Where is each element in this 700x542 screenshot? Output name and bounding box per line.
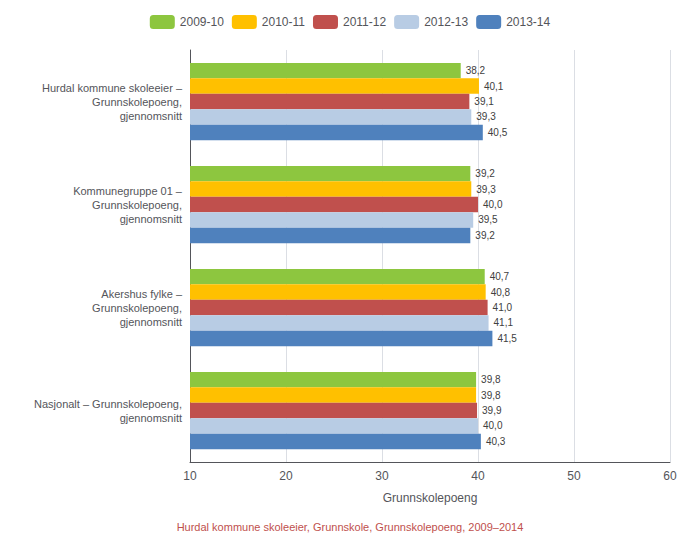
svg-text:39,3: 39,3 (476, 111, 496, 122)
svg-text:40,1: 40,1 (484, 81, 504, 92)
svg-text:39,1: 39,1 (474, 96, 494, 107)
svg-text:2012-13: 2012-13 (424, 15, 468, 29)
svg-text:2009-10: 2009-10 (180, 15, 224, 29)
svg-text:Kommunegruppe 01 –: Kommunegruppe 01 – (73, 185, 183, 197)
svg-text:39,2: 39,2 (475, 230, 495, 241)
svg-text:40,0: 40,0 (483, 199, 503, 210)
svg-text:30: 30 (375, 469, 389, 483)
svg-text:Grunnskolepoeng: Grunnskolepoeng (383, 491, 478, 505)
svg-text:Grunnskolepoeng,: Grunnskolepoeng, (92, 302, 182, 314)
svg-text:Grunnskolepoeng,: Grunnskolepoeng, (92, 96, 182, 108)
svg-text:Hurdal kommune skoleeier –: Hurdal kommune skoleeier – (42, 82, 183, 94)
svg-text:39,5: 39,5 (478, 214, 498, 225)
svg-text:10: 10 (183, 469, 197, 483)
svg-text:Hurdal kommune skoleeier, Grun: Hurdal kommune skoleeier, Grunnskole, Gr… (177, 521, 524, 533)
svg-text:40,0: 40,0 (483, 420, 503, 431)
svg-text:40,7: 40,7 (490, 271, 510, 282)
svg-text:41,5: 41,5 (497, 333, 517, 344)
svg-text:39,3: 39,3 (476, 184, 496, 195)
svg-text:20: 20 (279, 469, 293, 483)
svg-text:Grunnskolepoeng,: Grunnskolepoeng, (92, 199, 182, 211)
svg-text:50: 50 (567, 469, 581, 483)
svg-text:41,0: 41,0 (493, 302, 513, 313)
svg-text:39,8: 39,8 (481, 374, 501, 385)
svg-text:40,3: 40,3 (486, 436, 506, 447)
svg-text:gjennomsnitt: gjennomsnitt (120, 110, 182, 122)
svg-text:2011-12: 2011-12 (343, 15, 386, 29)
svg-text:2013-14: 2013-14 (506, 15, 550, 29)
svg-text:39,2: 39,2 (475, 168, 495, 179)
svg-text:2010-11: 2010-11 (262, 15, 305, 29)
svg-text:41,1: 41,1 (494, 317, 514, 328)
svg-text:39,9: 39,9 (482, 405, 502, 416)
svg-text:gjennomsnitt: gjennomsnitt (120, 316, 182, 328)
svg-text:Nasjonalt – Grunnskolepoeng,: Nasjonalt – Grunnskolepoeng, (34, 398, 182, 410)
svg-text:40: 40 (471, 469, 485, 483)
svg-text:40,8: 40,8 (491, 287, 511, 298)
svg-text:Akershus fylke –: Akershus fylke – (101, 288, 183, 300)
svg-text:60: 60 (663, 469, 677, 483)
svg-text:39,8: 39,8 (481, 390, 501, 401)
svg-text:40,5: 40,5 (488, 127, 508, 138)
svg-text:gjennomsnitt: gjennomsnitt (120, 213, 182, 225)
svg-text:38,2: 38,2 (466, 65, 486, 76)
svg-text:gjennomsnitt: gjennomsnitt (120, 412, 182, 424)
